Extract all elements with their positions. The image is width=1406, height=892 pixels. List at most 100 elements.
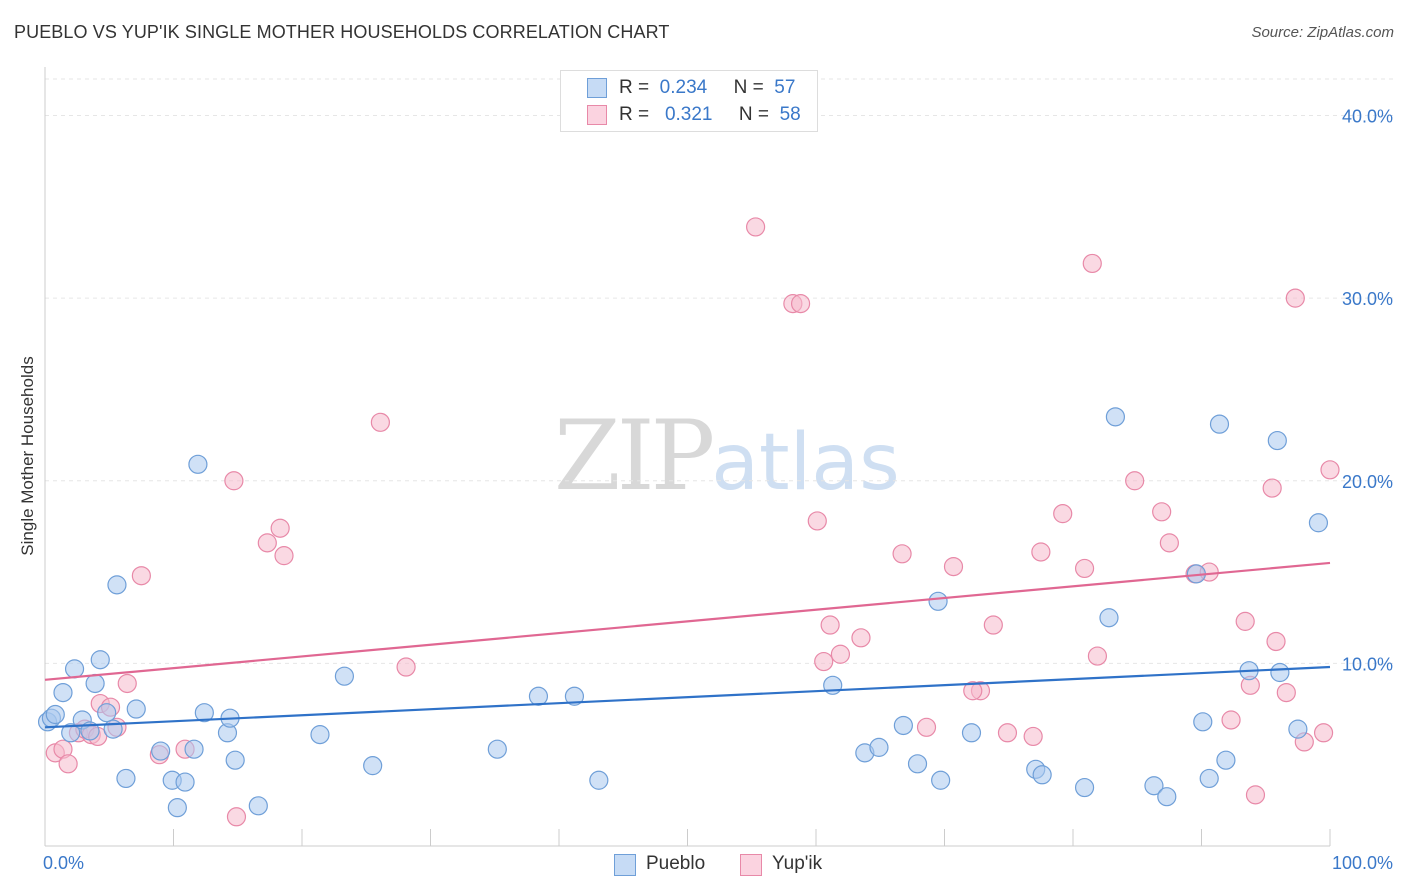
pueblo-point — [116, 768, 136, 789]
pueblo-point — [869, 737, 889, 757]
yupik-point — [1031, 542, 1051, 562]
watermark-atlas: atlas — [711, 418, 900, 508]
pueblo-point — [1308, 513, 1329, 533]
bottom-legend-label-yupik: Yup'ik — [772, 853, 823, 874]
pueblo-point — [310, 725, 330, 745]
pueblo-point — [589, 770, 609, 790]
pueblo-point — [928, 591, 948, 611]
pueblo-point — [167, 798, 187, 818]
legend-swatch-yupik — [587, 105, 607, 125]
yupik-point — [1125, 471, 1145, 491]
pueblo-point — [248, 796, 268, 816]
yupik-point — [1221, 710, 1241, 730]
yupik-point — [746, 217, 766, 237]
yupik-point — [1082, 253, 1102, 274]
pueblo-point — [90, 650, 110, 670]
pueblo-point — [1105, 407, 1126, 427]
pueblo-point — [1270, 662, 1290, 683]
pueblo-point — [194, 703, 214, 723]
pueblo-point — [1144, 776, 1164, 796]
pueblo-point — [1199, 768, 1219, 789]
yupik-point — [1023, 726, 1043, 747]
pueblo-point — [85, 673, 105, 694]
pueblo-point — [184, 739, 204, 759]
watermark-zip: ZIP — [554, 400, 715, 512]
pueblo-point — [487, 739, 507, 759]
yupik-point — [916, 717, 937, 737]
pueblo-point — [107, 575, 127, 595]
pueblo-point — [564, 686, 585, 706]
pueblo-point — [1032, 765, 1052, 785]
pueblo-point — [363, 756, 383, 776]
yupik-trend-line — [44, 561, 1331, 681]
yupik-point — [274, 546, 294, 566]
bottom-legend-swatch-pueblo — [614, 854, 636, 876]
yupik-point — [1235, 611, 1255, 631]
pueblo-point — [188, 454, 208, 474]
yupik-point — [790, 294, 811, 314]
pueblo-point — [334, 666, 355, 686]
x-tick-label: 0.0% — [43, 853, 84, 873]
bottom-legend-label-pueblo: Pueblo — [646, 853, 706, 874]
pueblo-point — [1209, 414, 1230, 434]
yupik-point — [117, 673, 137, 694]
yupik-point — [257, 533, 277, 553]
legend-n-label: N = — [738, 104, 770, 125]
pueblo-point — [64, 659, 85, 679]
pueblo-trend-line — [44, 665, 1331, 729]
yupik-point — [1262, 478, 1282, 498]
legend-n-value-yupik: 58 — [779, 104, 801, 125]
chart-title: PUEBLO VS YUP'IK SINGLE MOTHER HOUSEHOLD… — [14, 22, 670, 42]
y-tick-label: 10.0% — [1342, 654, 1393, 674]
y-tick-label: 20.0% — [1342, 472, 1393, 492]
y-tick-label: 30.0% — [1342, 289, 1393, 309]
yupik-point — [983, 615, 1003, 635]
pueblo-point — [45, 704, 65, 725]
pueblo-point — [1157, 787, 1177, 807]
yupik-point — [131, 566, 151, 586]
yupik-points — [45, 217, 1340, 827]
tick-labels: 10.0% 20.0% 30.0% 40.0% 0.0% 100.0% — [43, 107, 1393, 873]
trend-lines — [44, 561, 1331, 729]
yupik-point — [1320, 460, 1340, 480]
yupik-point — [1313, 723, 1334, 743]
legend-n-value-pueblo: 57 — [774, 77, 796, 98]
watermark: ZIPatlas — [554, 400, 900, 512]
source-label: Source: ZipAtlas.com — [1251, 24, 1394, 41]
yupik-point — [1266, 631, 1286, 652]
yupik-point — [1159, 533, 1179, 553]
yupik-point — [820, 615, 840, 635]
yupik-point — [997, 723, 1018, 743]
yupik-point — [396, 657, 416, 677]
legend-r-value-pueblo: 0.234 — [659, 77, 708, 98]
stats-legend: R = 0.234 N = 57 R = 0.321 N = 58 — [560, 70, 818, 132]
yupik-point — [830, 644, 851, 664]
yupik-point — [370, 412, 390, 432]
yupik-point — [943, 556, 964, 577]
pueblo-point — [225, 750, 245, 770]
legend-r-label: R = — [619, 104, 650, 125]
x-tick-label: 100.0% — [1332, 853, 1393, 873]
pueblo-point — [61, 723, 81, 743]
pueblo-points — [37, 407, 1329, 818]
legend-r-value-yupik: 0.321 — [664, 104, 713, 125]
pueblo-point — [1193, 712, 1213, 732]
pueblo-point — [151, 741, 171, 761]
pueblo-point — [931, 770, 951, 790]
yupik-point — [892, 544, 912, 564]
yupik-point — [1285, 288, 1305, 308]
pueblo-point — [1099, 608, 1119, 628]
yupik-point — [1152, 502, 1172, 522]
bottom-legend-swatch-yupik — [740, 854, 762, 876]
pueblo-point — [1288, 719, 1308, 739]
yupik-point — [807, 511, 827, 531]
yupik-point — [851, 628, 871, 648]
yupik-point — [963, 681, 983, 701]
pueblo-point — [1267, 430, 1287, 451]
pueblo-point — [97, 703, 117, 723]
pueblo-point — [175, 772, 195, 792]
pueblo-point — [1216, 750, 1236, 770]
yupik-point — [270, 518, 290, 538]
yupik-point — [1053, 504, 1073, 524]
